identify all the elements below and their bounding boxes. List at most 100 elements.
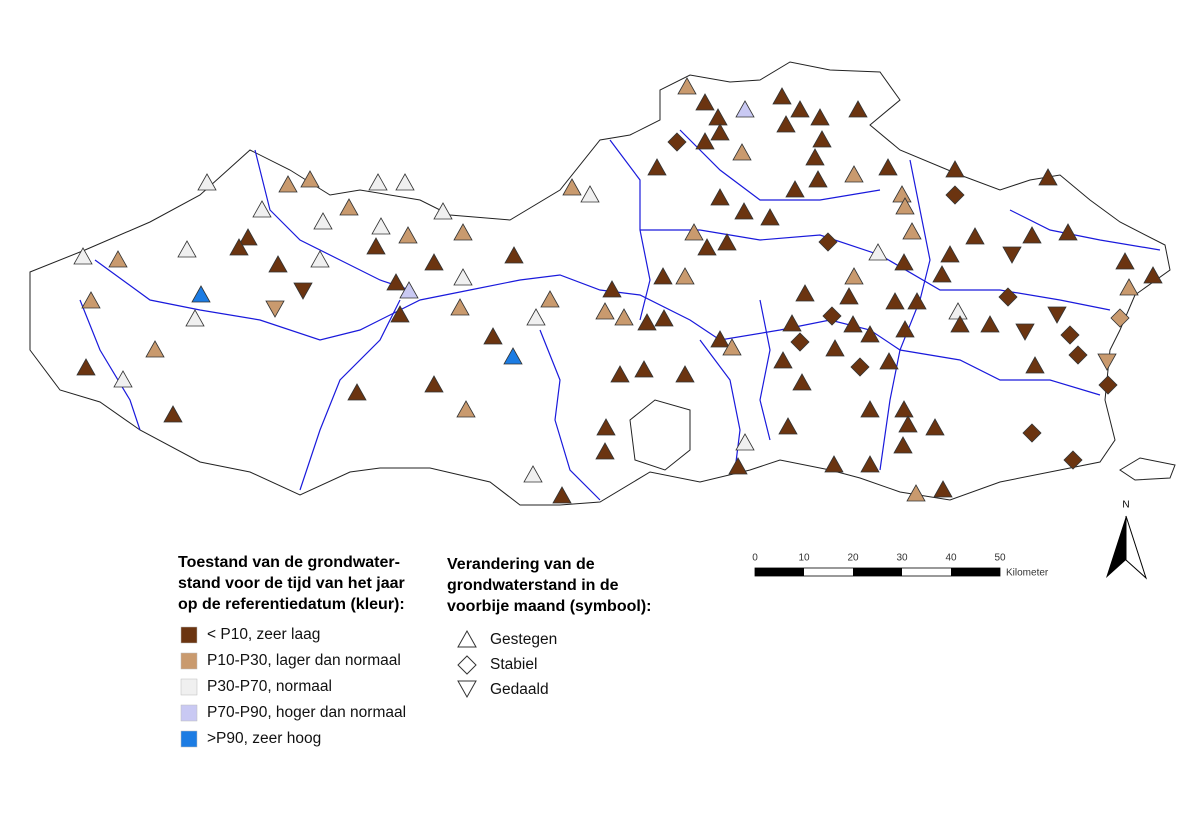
north-label: N bbox=[1122, 500, 1129, 511]
station-marker bbox=[634, 360, 654, 378]
station-marker bbox=[368, 173, 388, 191]
station-marker bbox=[177, 240, 197, 258]
station-marker bbox=[526, 308, 546, 326]
station-marker bbox=[398, 226, 418, 244]
station-marker bbox=[654, 309, 674, 327]
legend-title: grondwaterstand in de bbox=[447, 577, 619, 594]
river bbox=[254, 149, 411, 291]
station-marker bbox=[843, 315, 863, 333]
station-marker bbox=[197, 173, 217, 191]
station-marker bbox=[1038, 168, 1058, 186]
station-marker bbox=[885, 292, 905, 310]
legend-swatch bbox=[180, 678, 198, 696]
station-marker bbox=[675, 267, 695, 285]
station-marker bbox=[610, 365, 630, 383]
north-arrow-left bbox=[1106, 516, 1126, 578]
station-marker bbox=[73, 247, 93, 265]
station-marker bbox=[677, 77, 697, 95]
legend-title: Verandering van de bbox=[447, 556, 595, 573]
legend-label: Gedaald bbox=[490, 681, 549, 698]
station-marker bbox=[145, 340, 165, 358]
station-marker bbox=[695, 132, 715, 150]
legend-label: P10-P30, lager dan normaal bbox=[207, 652, 401, 669]
station-marker bbox=[339, 198, 359, 216]
station-marker bbox=[860, 400, 880, 418]
river bbox=[94, 259, 1101, 396]
station-marker bbox=[760, 208, 780, 226]
station-marker bbox=[940, 245, 960, 263]
station-marker bbox=[825, 339, 845, 357]
station-marker bbox=[562, 178, 582, 196]
scale-label: 40 bbox=[945, 553, 957, 564]
station-marker bbox=[450, 298, 470, 316]
station-marker bbox=[1119, 278, 1139, 296]
station-marker bbox=[717, 233, 737, 251]
station-marker bbox=[313, 212, 333, 230]
station-marker bbox=[925, 418, 945, 436]
river bbox=[299, 299, 401, 491]
scale-segment bbox=[853, 568, 902, 576]
station-marker bbox=[503, 347, 523, 365]
station-marker bbox=[1022, 423, 1042, 443]
station-marker bbox=[708, 108, 728, 126]
station-marker bbox=[347, 383, 367, 401]
station-marker bbox=[653, 267, 673, 285]
station-marker bbox=[371, 217, 391, 235]
legend-title: stand voor de tijd van het jaar bbox=[178, 575, 405, 592]
station-marker bbox=[504, 246, 524, 264]
legend-label: P70-P90, hoger dan normaal bbox=[207, 704, 406, 721]
station-marker bbox=[113, 370, 133, 388]
station-marker bbox=[998, 287, 1018, 307]
station-marker bbox=[1047, 306, 1067, 324]
station-marker bbox=[191, 285, 211, 303]
scale-label: 30 bbox=[896, 553, 908, 564]
legend-swatch bbox=[180, 704, 198, 722]
scale-unit: Kilometer bbox=[1006, 568, 1049, 579]
station-marker bbox=[1068, 345, 1088, 365]
legend-title: Toestand van de grondwater- bbox=[178, 554, 400, 571]
station-marker bbox=[278, 175, 298, 193]
station-marker bbox=[868, 243, 888, 261]
station-marker bbox=[894, 400, 914, 418]
scale-label: 20 bbox=[847, 553, 859, 564]
station-marker bbox=[776, 115, 796, 133]
station-marker bbox=[424, 253, 444, 271]
station-marker bbox=[675, 365, 695, 383]
station-marker bbox=[980, 315, 1000, 333]
rivers bbox=[79, 129, 1161, 501]
station-marker bbox=[895, 197, 915, 215]
scale-segment bbox=[755, 568, 804, 576]
station-marker bbox=[894, 253, 914, 271]
scale-label: 50 bbox=[994, 553, 1006, 564]
station-marker bbox=[844, 267, 864, 285]
station-marker bbox=[812, 130, 832, 148]
station-marker bbox=[728, 457, 748, 475]
station-marker bbox=[950, 315, 970, 333]
station-marker bbox=[386, 273, 406, 291]
station-marker bbox=[895, 320, 915, 338]
station-marker bbox=[860, 325, 880, 343]
station-marker bbox=[300, 170, 320, 188]
station-marker bbox=[810, 108, 830, 126]
station-marker bbox=[710, 330, 730, 348]
station-marker bbox=[268, 255, 288, 273]
station-marker bbox=[552, 486, 572, 504]
station-marker bbox=[1110, 308, 1130, 328]
station-marker bbox=[1058, 223, 1078, 241]
station-marker bbox=[453, 268, 473, 286]
station-marker bbox=[580, 185, 600, 203]
station-marker bbox=[1025, 356, 1045, 374]
markers bbox=[73, 77, 1163, 504]
legend-swatch bbox=[180, 730, 198, 748]
station-marker bbox=[824, 455, 844, 473]
station-marker bbox=[805, 148, 825, 166]
station-marker bbox=[602, 280, 622, 298]
station-marker bbox=[667, 132, 687, 152]
legend-title: op de referentiedatum (kleur): bbox=[178, 596, 405, 613]
region-outline bbox=[629, 399, 691, 471]
station-marker bbox=[614, 308, 634, 326]
station-marker bbox=[792, 373, 812, 391]
legend-label: P30-P70, normaal bbox=[207, 678, 332, 695]
station-marker bbox=[945, 185, 965, 205]
station-marker bbox=[424, 375, 444, 393]
